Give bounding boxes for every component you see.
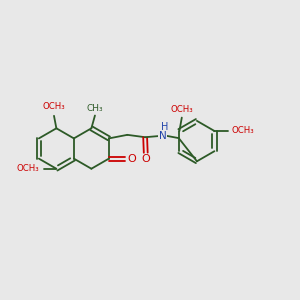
Text: OCH₃: OCH₃	[231, 127, 254, 136]
Text: OCH₃: OCH₃	[17, 164, 40, 173]
Text: CH₃: CH₃	[87, 104, 103, 113]
Text: OCH₃: OCH₃	[43, 102, 65, 111]
Text: H: H	[161, 122, 169, 132]
Text: O: O	[128, 154, 136, 164]
Text: OCH₃: OCH₃	[170, 105, 193, 114]
Text: O: O	[141, 154, 150, 164]
Text: N: N	[158, 131, 166, 141]
